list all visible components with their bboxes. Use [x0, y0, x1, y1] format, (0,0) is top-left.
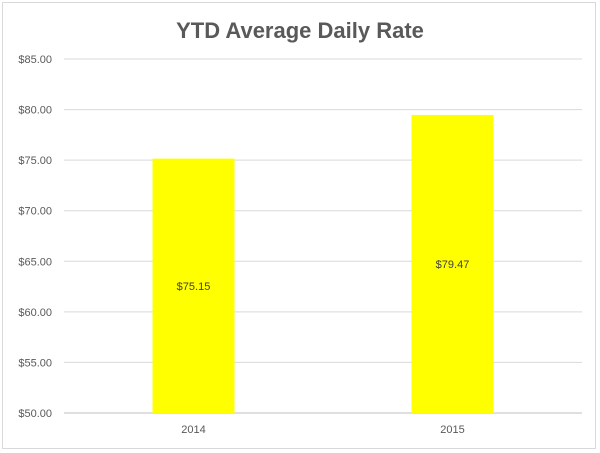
y-tick-label: $80.00 [18, 105, 52, 117]
y-tick-label: $50.00 [18, 408, 52, 420]
y-tick-label: $70.00 [18, 206, 52, 218]
bar [152, 158, 235, 413]
x-axis-tick-labels: 2014 2015 [181, 424, 464, 436]
bars [152, 114, 494, 413]
bar [411, 114, 494, 413]
y-tick-label: $55.00 [18, 357, 52, 369]
data-label: $79.47 [436, 259, 470, 271]
chart-title: YTD Average Daily Rate [176, 18, 424, 43]
y-tick-label: $75.00 [18, 155, 52, 167]
y-tick-label: $85.00 [18, 54, 52, 66]
gridlines [64, 58, 582, 414]
chart-frame [2, 2, 596, 449]
x-tick-label: 2014 [181, 424, 205, 436]
data-label: $75.15 [177, 281, 211, 293]
data-labels: $75.15 $79.47 [177, 259, 470, 293]
y-axis-tick-labels: $50.00 $55.00 $60.00 $65.00 $70.00 $75.00 $80.… [18, 54, 52, 420]
y-tick-label: $60.00 [18, 307, 52, 319]
y-tick-label: $65.00 [18, 256, 52, 268]
x-tick-label: 2015 [440, 424, 464, 436]
